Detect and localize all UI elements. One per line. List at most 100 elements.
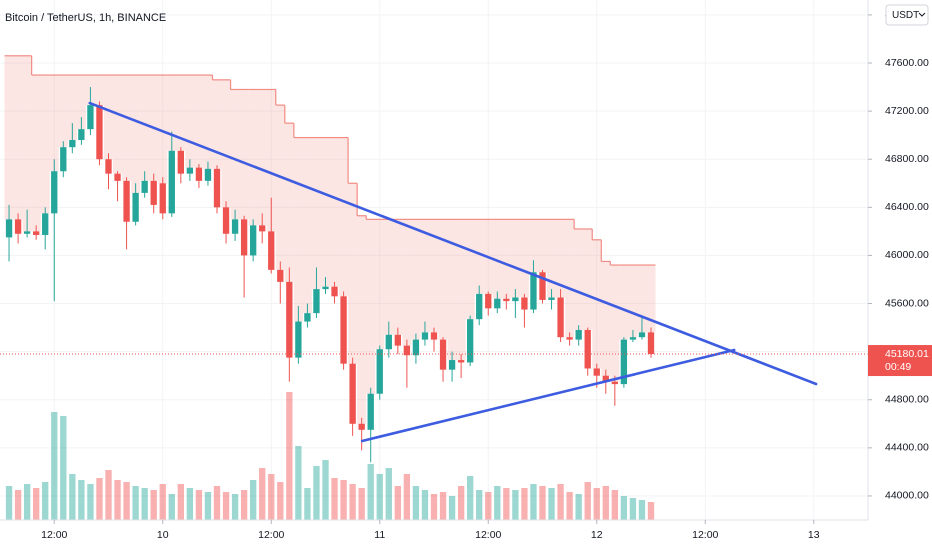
candle-body	[394, 334, 401, 346]
candle-body	[277, 269, 284, 282]
band-fill	[158, 75, 168, 184]
band-fill	[492, 219, 502, 299]
band-fill	[212, 79, 222, 169]
band-fill	[429, 219, 439, 333]
candle-body	[286, 281, 293, 358]
band-fill	[528, 219, 538, 273]
band-fill	[565, 219, 575, 338]
currency-box[interactable]	[885, 4, 929, 26]
candle-body	[584, 329, 591, 369]
last-price-box	[868, 345, 932, 377]
candle-body	[494, 298, 501, 309]
candle-body	[204, 168, 212, 181]
volume-bar	[23, 484, 31, 520]
volume-bar	[494, 486, 501, 520]
volume-bar	[457, 486, 465, 520]
candle-body	[376, 349, 383, 394]
volume-bar	[548, 488, 555, 520]
y-tick-label: 46000.00	[885, 249, 929, 261]
volume-bar	[78, 480, 85, 520]
candle-body	[132, 192, 139, 222]
band-fill	[311, 137, 321, 290]
candle-body	[69, 139, 76, 148]
volume-bar	[177, 484, 184, 520]
y-tick-label: 45600.00	[885, 297, 929, 309]
volume-bar	[467, 476, 474, 520]
axes: 44000.0044400.0044800.0045200.0045600.00…	[41, 9, 932, 541]
band-fill	[556, 219, 566, 298]
candle-body	[647, 332, 655, 355]
currency-label[interactable]: USDT	[892, 10, 919, 21]
candle-body	[105, 159, 112, 174]
volume-bar	[286, 392, 293, 520]
x-tick-label: 12:00	[258, 529, 284, 541]
band-fill	[221, 79, 231, 208]
volume-bar	[313, 466, 320, 520]
volume-bar	[222, 492, 230, 520]
volume-bar	[259, 468, 266, 520]
candle-body	[403, 345, 411, 356]
band-fill	[510, 219, 520, 298]
candle-body	[240, 219, 248, 256]
candle-body	[611, 381, 618, 385]
band-fill	[465, 219, 475, 320]
candle-body	[159, 183, 166, 214]
candle-body	[349, 363, 356, 424]
band-fill	[411, 219, 421, 340]
band-fill	[266, 89, 276, 232]
band-fill	[49, 75, 59, 172]
volume-bar	[476, 490, 483, 520]
band-fill	[185, 75, 195, 168]
band-fill	[384, 219, 394, 335]
x-tick-label: 13	[808, 529, 820, 541]
volume-bar	[213, 486, 221, 520]
volume-bar	[14, 490, 22, 520]
volume-bar	[512, 490, 519, 520]
band-fill	[366, 219, 376, 394]
grid	[0, 0, 868, 520]
volume-bar	[268, 474, 275, 520]
volume-bar	[620, 496, 628, 520]
candle-body	[14, 219, 22, 234]
volume-bar	[250, 480, 257, 520]
candle-body	[467, 319, 474, 363]
band-fill	[320, 137, 331, 287]
band-fill	[40, 75, 50, 214]
volume-bar	[403, 474, 411, 520]
candle-body	[250, 225, 257, 256]
trendlines	[0, 101, 868, 443]
band-fill	[619, 265, 629, 340]
volume-pane	[5, 392, 655, 520]
band-fill	[31, 75, 41, 232]
band-fill	[357, 215, 367, 424]
band-fill	[302, 137, 312, 314]
candle-body	[629, 337, 637, 340]
volume-bar	[204, 492, 212, 520]
x-tick-label: 10	[157, 529, 169, 541]
candle-body	[593, 368, 600, 376]
band-fill	[284, 123, 294, 282]
volume-bar	[96, 478, 103, 520]
currency-button[interactable]: USDT	[885, 4, 929, 26]
volume-bar	[647, 502, 655, 520]
volume-bar	[602, 486, 609, 520]
candle-body	[476, 293, 483, 320]
band-fill	[176, 75, 186, 151]
band-fill	[257, 89, 267, 226]
trendline	[88, 101, 818, 386]
band-fill	[293, 137, 303, 322]
chevron-icon[interactable]	[918, 12, 926, 17]
volume-bar	[168, 494, 175, 520]
candle-body	[530, 272, 537, 310]
candle-body	[195, 167, 203, 181]
candle-body	[231, 219, 239, 234]
candle-body	[620, 339, 628, 385]
volume-bar	[114, 480, 121, 520]
band-fill	[140, 75, 150, 181]
y-tick-label: 44800.00	[885, 394, 929, 406]
trendline	[360, 348, 736, 443]
volume-bar	[421, 490, 429, 520]
candle-body	[304, 313, 311, 322]
